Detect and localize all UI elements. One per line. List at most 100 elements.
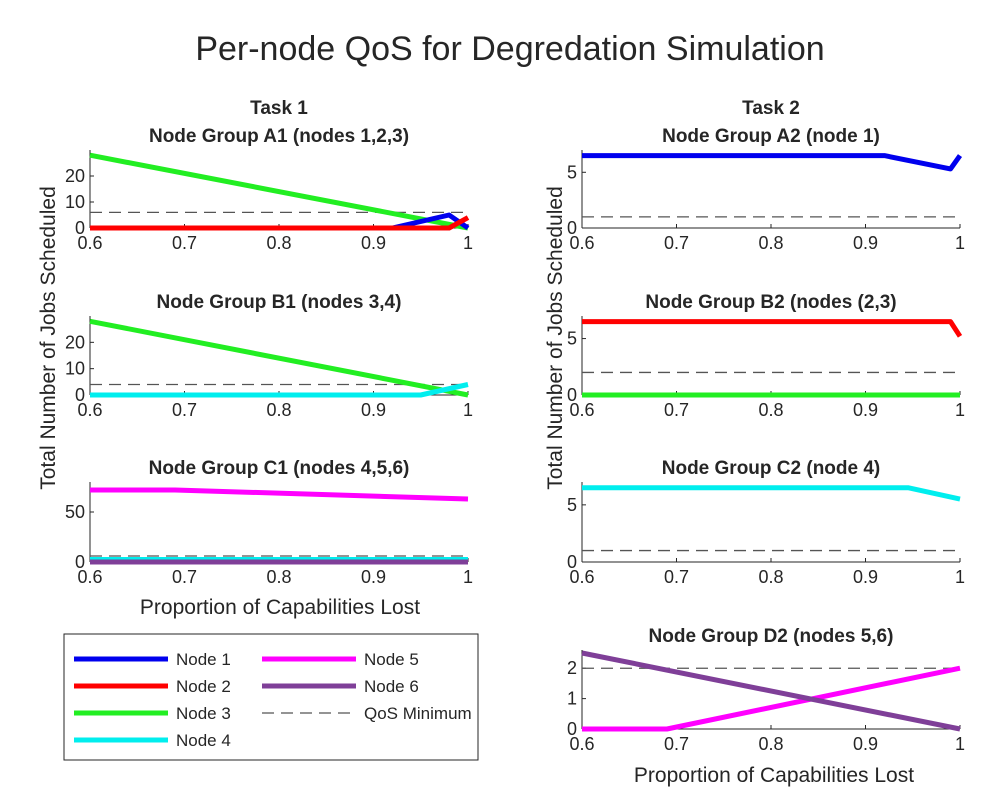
x-tick-label: 0.8 (758, 567, 783, 587)
legend-label: Node 5 (364, 650, 419, 669)
x-tick-label: 0.8 (758, 734, 783, 754)
x-tick-label: 0.6 (569, 233, 594, 253)
subplot-3: Node Group C1 (nodes 4,5,6) 0.6 0.7 0.8 0.9 1… (65, 458, 473, 587)
x-tick-label: 0.9 (853, 400, 878, 420)
y-tick-label: 20 (65, 166, 85, 186)
subplot-grid: Task 1 Node Group A1 (nodes 1,2,3) 0.6 0.7 0… (65, 98, 965, 754)
legend-item: Node 4 (74, 731, 231, 750)
x-tick-label: 0.7 (172, 567, 197, 587)
subplot-7: Node Group D2 (nodes 5,6) 0.6 0.7 0.8 0.9 1 0 1… (567, 626, 965, 754)
x-tick-label: 0.9 (853, 233, 878, 253)
legend-items: Node 1 Node 2 Node 3 Node 4 Node 5 Node 6 QoS … (74, 650, 472, 750)
subplot-title: Node Group B1 (nodes 3,4) (157, 292, 402, 313)
y-tick-label: 0 (567, 552, 577, 572)
y-tick-label: 5 (567, 495, 577, 515)
x-tick-label: 0.8 (758, 233, 783, 253)
x-tick-label: 0.8 (758, 400, 783, 420)
x-tick-label: 0.9 (853, 734, 878, 754)
figure-title: Per-node QoS for Degredation Simulation (195, 30, 824, 68)
xlabel-right: Proportion of Capabilities Lost (634, 764, 914, 787)
legend-label: Node 4 (176, 731, 231, 750)
x-tick-label: 0.6 (77, 567, 102, 587)
x-tick-label: 1 (955, 567, 965, 587)
y-tick-label: 1 (567, 689, 577, 709)
subplot-title: Node Group C2 (node 4) (662, 458, 881, 479)
subplot-6: Node Group C2 (node 4) 0.6 0.7 0.8 0.9 1 0 5 (567, 458, 965, 587)
x-tick-label: 0.9 (361, 567, 386, 587)
series-line-node-5 (90, 487, 469, 502)
y-tick-label: 0 (567, 719, 577, 739)
ylabel-left: Total Number of Jobs Scheduled (37, 186, 60, 490)
x-tick-label: 0.7 (172, 233, 197, 253)
x-tick-label: 0.7 (664, 567, 689, 587)
x-tick-label: 0.6 (569, 567, 594, 587)
x-tick-label: 0.9 (361, 233, 386, 253)
x-tick-label: 0.6 (569, 400, 594, 420)
x-tick-label: 0.7 (664, 400, 689, 420)
y-tick-label: 2 (567, 658, 577, 678)
subplot-4: Task 2 Node Group A2 (node 1) 0.6 0.7 0.8 0.9… (567, 98, 965, 253)
x-tick-label: 0.6 (77, 233, 102, 253)
series-line-node-1 (582, 153, 963, 172)
subplot-title: Node Group D2 (nodes 5,6) (649, 626, 894, 647)
y-tick-label: 10 (65, 192, 85, 212)
x-tick-label: 0.6 (569, 734, 594, 754)
subplot-heading: Task 2 (742, 98, 800, 119)
x-tick-label: 1 (463, 400, 473, 420)
x-tick-label: 0.8 (266, 567, 291, 587)
legend-item: Node 3 (74, 704, 231, 723)
y-tick-label: 10 (65, 359, 85, 379)
subplot-5: Node Group B2 (nodes (2,3) 0.6 0.7 0.8 0.9 1 0… (567, 292, 965, 420)
y-tick-label: 0 (75, 552, 85, 572)
series-line-node-4 (582, 485, 961, 502)
x-tick-label: 0.8 (266, 400, 291, 420)
x-tick-label: 0.9 (853, 567, 878, 587)
series-line-node-6 (581, 650, 961, 732)
legend-item: Node 1 (74, 650, 231, 669)
legend: Node 1 Node 2 Node 3 Node 4 Node 5 Node 6 QoS … (63, 633, 479, 761)
x-tick-label: 0.7 (664, 734, 689, 754)
subplot-title: Node Group B2 (nodes (2,3) (645, 292, 896, 313)
subplot-title: Node Group A2 (node 1) (662, 126, 880, 147)
legend-label: QoS Minimum (364, 704, 472, 723)
x-tick-label: 0.6 (77, 400, 102, 420)
legend-item: Node 2 (74, 677, 231, 696)
y-tick-label: 0 (567, 218, 577, 238)
legend-item: Node 5 (262, 650, 419, 669)
subplot-title: Node Group C1 (nodes 4,5,6) (149, 458, 410, 479)
series-line-node-2 (582, 319, 963, 338)
subplot-2: Node Group B1 (nodes 3,4)0.6 0.7 0.8 0.9 101… (65, 292, 473, 420)
subplot-1: Task 1 Node Group A1 (nodes 1,2,3) 0.6 0.7 0… (65, 98, 473, 253)
subplot-title: Node Group A1 (nodes 1,2,3) (149, 126, 409, 147)
series-line-node-3 (89, 318, 469, 398)
series-line-node-3 (89, 152, 469, 231)
legend-item: Node 6 (262, 677, 419, 696)
subplot-heading: Task 1 (250, 98, 308, 119)
legend-label: Node 2 (176, 677, 231, 696)
x-tick-label: 1 (955, 400, 965, 420)
y-tick-label: 0 (567, 385, 577, 405)
y-tick-label: 0 (75, 218, 85, 238)
x-tick-label: 1 (955, 233, 965, 253)
y-tick-label: 5 (567, 162, 577, 182)
y-tick-label: 0 (75, 385, 85, 405)
y-tick-label: 50 (65, 502, 85, 522)
series-line-node-2 (90, 215, 470, 231)
ylabel-right: Total Number of Jobs Scheduled (544, 186, 567, 490)
legend-item: QoS Minimum (262, 704, 472, 723)
y-tick-label: 20 (65, 332, 85, 352)
y-tick-label: 5 (567, 329, 577, 349)
x-tick-label: 1 (955, 734, 965, 754)
series-line-node-4 (90, 382, 469, 398)
legend-label: Node 3 (176, 704, 231, 723)
x-tick-label: 0.7 (664, 233, 689, 253)
series-line-node-5 (582, 665, 961, 732)
x-tick-label: 0.7 (172, 400, 197, 420)
x-tick-label: 1 (463, 567, 473, 587)
xlabel-left: Proportion of Capabilities Lost (140, 596, 420, 619)
legend-label: Node 1 (176, 650, 231, 669)
x-tick-label: 1 (463, 233, 473, 253)
legend-label: Node 6 (364, 677, 419, 696)
x-tick-label: 0.8 (266, 233, 291, 253)
